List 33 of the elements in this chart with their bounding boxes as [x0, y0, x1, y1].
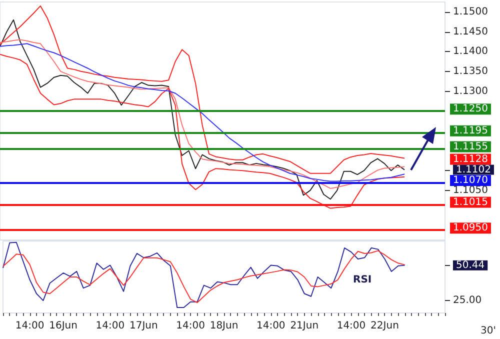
- y-tick-label: 1.1050: [453, 184, 488, 196]
- annotation: RSI: [353, 274, 372, 286]
- y-tick-label: 1.1102: [456, 164, 491, 176]
- x-tick-label: 14:00: [256, 320, 286, 332]
- x-tick-label: 18Jun: [210, 320, 238, 332]
- line-series: [0, 54, 406, 209]
- y-tick-label: 50.44: [456, 260, 485, 271]
- y-tick-label: 1.1450: [453, 26, 488, 38]
- x-tick-label: 21Jun: [290, 320, 319, 332]
- line-series: [0, 19, 406, 200]
- line-series: [0, 5, 406, 174]
- y-tick-label: 1.1400: [453, 46, 488, 58]
- ref-line-label: 1.1070: [453, 174, 488, 186]
- y-tick-label: 25.00: [453, 295, 482, 306]
- ref-line-label: 1.1155: [453, 141, 488, 152]
- x-tick-label: 16Jun: [49, 320, 78, 332]
- y-tick-label: 1.1350: [453, 66, 488, 77]
- x-tick-label: 14:00: [96, 320, 125, 332]
- line-series: [2, 242, 406, 308]
- x-tick-label: 22Jun: [370, 320, 399, 332]
- x-tick-label: 17Jun: [129, 320, 158, 332]
- text: 30': [480, 326, 496, 336]
- ref-line-label: 1.1015: [453, 196, 488, 208]
- ref-line-label: 1.0950: [453, 222, 488, 234]
- x-tick-label: 14:00: [176, 320, 205, 332]
- y-tick-label: 1.1500: [453, 6, 488, 18]
- x-tick-label: 14:00: [15, 320, 44, 332]
- ref-line-label: 1.1250: [453, 104, 488, 115]
- text: 1.1128: [453, 154, 488, 165]
- y-tick-label: 1.1300: [453, 86, 488, 97]
- ref-line-label: 1.1195: [453, 125, 488, 136]
- x-tick-label: 14:00: [336, 320, 366, 332]
- line-series: [2, 250, 406, 304]
